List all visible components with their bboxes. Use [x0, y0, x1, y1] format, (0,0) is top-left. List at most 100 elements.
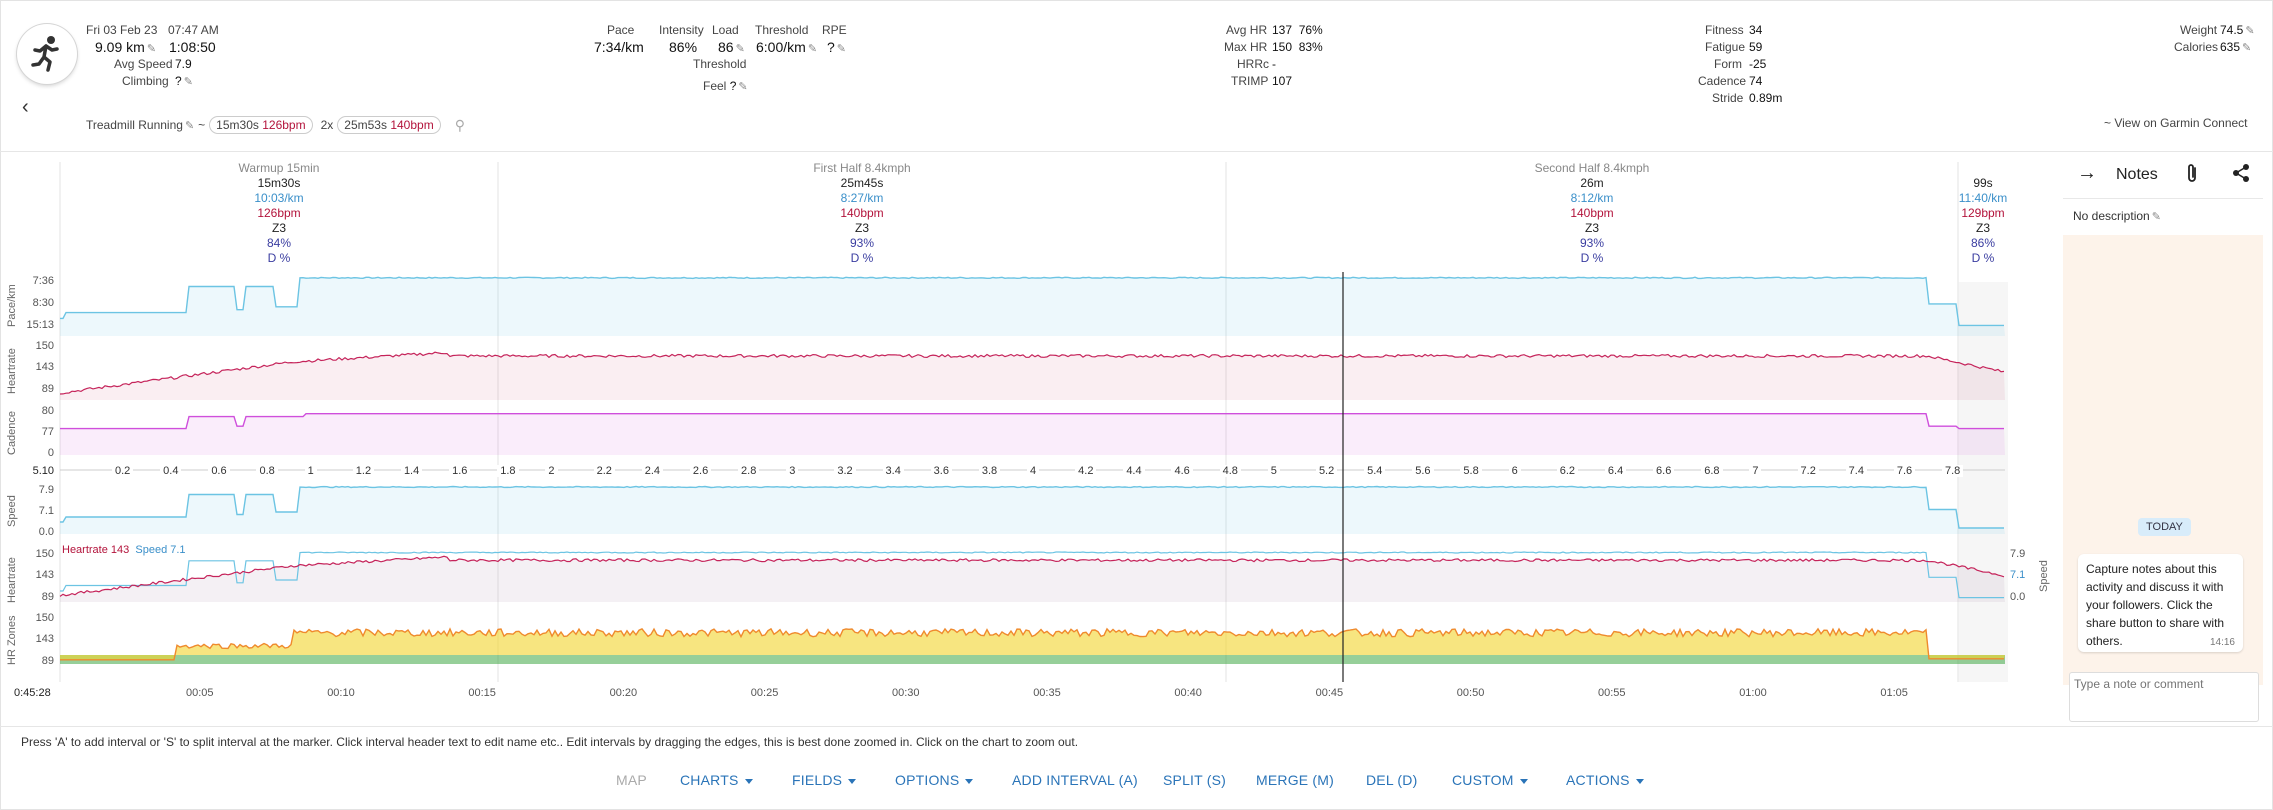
notes-bubble-time: 14:16 — [2209, 637, 2235, 648]
edit-pencil-icon[interactable]: ✎ — [735, 43, 745, 55]
weight-value[interactable]: 74.5 ✎ — [2220, 23, 2255, 37]
custom-button[interactable]: CUSTOM — [1452, 772, 1528, 788]
back-arrow-icon[interactable]: ‹ — [22, 96, 29, 118]
edit-pencil-icon[interactable]: ✎ — [146, 43, 157, 55]
merge-button[interactable]: MERGE (M) — [1256, 772, 1335, 788]
distance-tick: 3.2 — [834, 465, 856, 477]
activity-distance[interactable]: 9.09 km ✎ — [95, 39, 157, 55]
interval-header-warmup[interactable]: Warmup 15min 15m30s 10:03/km 126bpm Z3 8… — [60, 161, 498, 266]
interval-pace: 10:03/km — [254, 191, 304, 205]
charts-button[interactable]: CHARTS — [680, 772, 753, 788]
avg-speed-label: Avg Speed — [114, 57, 173, 71]
delete-button[interactable]: DEL (D) — [1366, 772, 1418, 788]
load-value[interactable]: 86 ✎ — [718, 39, 745, 55]
time-tick: 00:55 — [1598, 687, 1626, 699]
cadence-area — [60, 413, 2005, 455]
distance-tick: 1 — [304, 465, 317, 477]
interval-header-cooldown[interactable]: 99s 11:40/km 129bpm Z3 86% D % — [1958, 161, 2008, 266]
activity-time: 07:47 AM — [168, 23, 219, 37]
cooldown-shade — [1958, 282, 2008, 682]
interval-name[interactable]: Warmup 15min — [238, 161, 320, 175]
interval-chip-main[interactable]: 25m53s 140bpm — [337, 116, 441, 134]
time-tick: 01:00 — [1739, 687, 1767, 699]
time-tick: 00:30 — [892, 687, 920, 699]
distance-tick: 0.6 — [208, 465, 230, 477]
activity-charts[interactable] — [0, 152, 2060, 712]
distance-tick: 5.8 — [1460, 465, 1482, 477]
edit-pencil-icon[interactable]: ✎ — [2245, 25, 2255, 37]
distance-tick: 6.8 — [1701, 465, 1723, 477]
feel-field[interactable]: Feel ? ✎ — [703, 79, 748, 93]
interval-pct: 93% — [849, 236, 875, 250]
max-hr-label: Max HR — [1224, 40, 1268, 54]
heartrate-axis-label: Heartrate — [6, 348, 18, 394]
split-button[interactable]: SPLIT (S) — [1163, 772, 1227, 788]
interval-name[interactable]: First Half 8.4kmph — [813, 161, 911, 175]
interval-name[interactable]: Second Half 8.4kmph — [1534, 161, 1650, 175]
actions-button[interactable]: ACTIONS — [1566, 772, 1644, 788]
pace-area — [60, 277, 2005, 336]
interval-chip-warmup[interactable]: 15m30s 126bpm — [209, 116, 313, 134]
time-tick: 00:25 — [750, 687, 779, 699]
map-button[interactable]: MAP — [616, 772, 647, 788]
fitness-value: 34 — [1749, 23, 1763, 37]
share-icon[interactable] — [2231, 163, 2251, 188]
pace-axis-top: 7:36 — [32, 275, 54, 287]
weight-label: Weight — [2180, 23, 2218, 37]
interval-pace: 8:27/km — [840, 191, 884, 205]
distance-tick: 7.6 — [1893, 465, 1916, 477]
interval-header-first-half[interactable]: First Half 8.4kmph 25m45s 8:27/km 140bpm… — [498, 161, 1226, 266]
edit-pencil-icon[interactable]: ✎ — [183, 76, 193, 88]
garmin-connect-link[interactable]: ~ View on Garmin Connect — [2104, 116, 2248, 130]
fields-button[interactable]: FIELDS — [792, 772, 857, 788]
threshold-value[interactable]: 6:00/km ✎ — [756, 39, 818, 55]
cadence-axis-top: 80 — [41, 405, 54, 417]
rpe-value[interactable]: ? ✎ — [827, 39, 847, 55]
hr-speed-legend: Heartrate 143 Speed 7.1 — [62, 544, 186, 556]
climbing-label: Climbing — [122, 74, 169, 88]
heartrate-axis-bot: 89 — [41, 383, 54, 395]
combined-heartrate-line — [59, 555, 2005, 597]
chevron-down-icon — [848, 778, 857, 784]
edit-pencil-icon[interactable]: ✎ — [2151, 211, 2161, 223]
activity-type-row: Treadmill Running ✎ ~ 15m30s 126bpm 2x 25… — [86, 116, 465, 134]
intensity-value: 86% — [669, 39, 698, 55]
paperclip-icon[interactable] — [2185, 162, 2199, 189]
interval-pace: 11:40/km — [1958, 191, 2008, 205]
distance-tick: 1.6 — [449, 465, 471, 477]
heartrate-area — [60, 352, 2005, 400]
distance-axis-start: 5.10 — [32, 465, 54, 477]
edit-pencil-icon[interactable]: ✎ — [184, 119, 195, 132]
edit-pencil-icon[interactable]: ✎ — [738, 81, 748, 93]
combined-area — [60, 556, 2005, 602]
add-interval-button[interactable]: ADD INTERVAL (A) — [1012, 772, 1138, 788]
speed-area — [60, 486, 2005, 534]
time-tick: 00:05 — [186, 687, 214, 699]
edit-pencil-icon[interactable]: ✎ — [836, 43, 847, 55]
arrow-right-icon[interactable]: → — [2077, 162, 2097, 184]
distance-tick: 5.6 — [1412, 465, 1434, 477]
distance-tick: 7.2 — [1797, 465, 1819, 477]
interval-zone: Z3 — [1584, 221, 1599, 235]
options-button[interactable]: OPTIONS — [895, 772, 974, 788]
interval-name[interactable] — [1958, 161, 2008, 176]
notes-description[interactable]: No description ✎ — [2073, 209, 2161, 223]
fatigue-value: 59 — [1749, 40, 1763, 54]
cadence-axis-label: Cadence — [6, 410, 18, 455]
interval-zone: Z3 — [854, 221, 869, 235]
edit-pencil-icon[interactable]: ✎ — [2242, 42, 2252, 54]
distance-tick: 6.6 — [1653, 465, 1675, 477]
edit-pencil-icon[interactable]: ✎ — [807, 43, 818, 55]
distance-tick: 0.8 — [256, 465, 278, 477]
calories-value[interactable]: 635 ✎ — [2220, 40, 2252, 54]
interval-header-second-half[interactable]: Second Half 8.4kmph 26m 8:12/km 140bpm Z… — [1226, 161, 1958, 266]
note-input[interactable] — [2074, 677, 2254, 691]
threshold-secondary-label: Threshold — [693, 57, 747, 71]
reps-label: 2x — [320, 118, 334, 132]
climbing-value[interactable]: ? ✎ — [175, 74, 193, 88]
fatigue-label: Fatigue — [1705, 40, 1746, 54]
note-input-box[interactable] — [2069, 672, 2259, 722]
activity-type[interactable]: Treadmill Running — [86, 118, 183, 132]
search-icon[interactable]: ⚲ — [454, 116, 465, 133]
